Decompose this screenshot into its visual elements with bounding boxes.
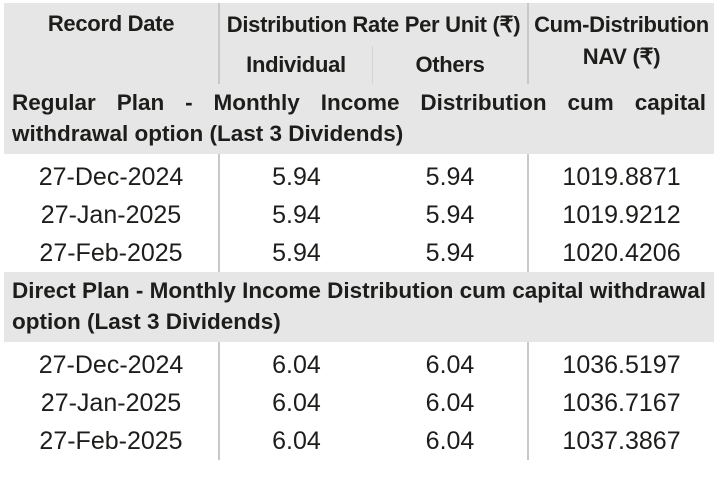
section-title-cell: Regular Plan - Monthly Income Distributi… [4,84,715,154]
cell-others: 5.94 [373,234,530,272]
cell-others: 6.04 [373,342,530,384]
table-row: 27-Dec-2024 5.94 5.94 1019.8871 [4,154,714,196]
cell-nav: 1036.5197 [562,350,681,379]
cell-others: 6.04 [373,422,530,460]
cell-others: 5.94 [373,196,530,234]
cell-nav: 1037.3867 [562,426,681,455]
table-header: Record Date Distribution Rate Per Unit (… [4,3,715,84]
table-row: 27-Feb-2025 6.04 6.04 1037.3867 [4,422,714,460]
table-row: 27-Jan-2025 6.04 6.04 1036.7167 [4,384,714,422]
cell-nav: 1020.4206 [562,238,681,267]
section-direct-plan: Direct Plan - Monthly Income Distributio… [4,272,715,460]
cell-others: 5.94 [373,154,530,196]
section-regular-plan: Regular Plan - Monthly Income Distributi… [4,84,715,272]
cell-record-date: 27-Dec-2024 [4,154,220,196]
cell-record-date: 27-Feb-2025 [4,422,220,460]
cell-individual: 5.94 [272,200,321,229]
table-row: 27-Feb-2025 5.94 5.94 1020.4206 [4,234,714,272]
header-others: Others [373,46,530,84]
cell-record-date: 27-Dec-2024 [4,342,220,384]
section-title-row: Direct Plan - Monthly Income Distributio… [4,272,715,342]
header-individual: Individual [220,46,373,84]
cell-record-date: 27-Feb-2025 [4,234,220,272]
header-cum-distribution-nav: Cum-Distribution NAV (₹) [529,3,715,84]
dividend-history-table: Record Date Distribution Rate Per Unit (… [4,3,715,460]
cell-individual: 5.94 [272,162,321,191]
table-row: 27-Jan-2025 5.94 5.94 1019.9212 [4,196,714,234]
section-title-row: Regular Plan - Monthly Income Distributi… [4,84,715,154]
header-cum-nav-line1: Cum-Distribution [534,12,709,37]
cell-nav: 1036.7167 [562,388,681,417]
cell-nav: 1019.9212 [562,200,681,229]
cell-individual: 6.04 [272,426,321,455]
section-title: Direct Plan - Monthly Income Distributio… [12,278,707,334]
cell-record-date: 27-Jan-2025 [4,384,220,422]
cell-nav: 1019.8871 [562,162,681,191]
section-title-cell: Direct Plan - Monthly Income Distributio… [4,272,715,342]
header-distribution-rate: Distribution Rate Per Unit (₹) [220,3,530,46]
cell-individual: 6.04 [272,388,321,417]
section-title: Regular Plan - Monthly Income Distributi… [12,90,707,146]
cell-others: 6.04 [373,384,530,422]
cell-record-date: 27-Jan-2025 [4,196,220,234]
header-record-date: Record Date [4,3,220,84]
header-cum-nav-line2: NAV (₹) [582,44,661,69]
cell-individual: 5.94 [272,238,321,267]
table-row: 27-Dec-2024 6.04 6.04 1036.5197 [4,342,714,384]
cell-individual: 6.04 [272,350,321,379]
